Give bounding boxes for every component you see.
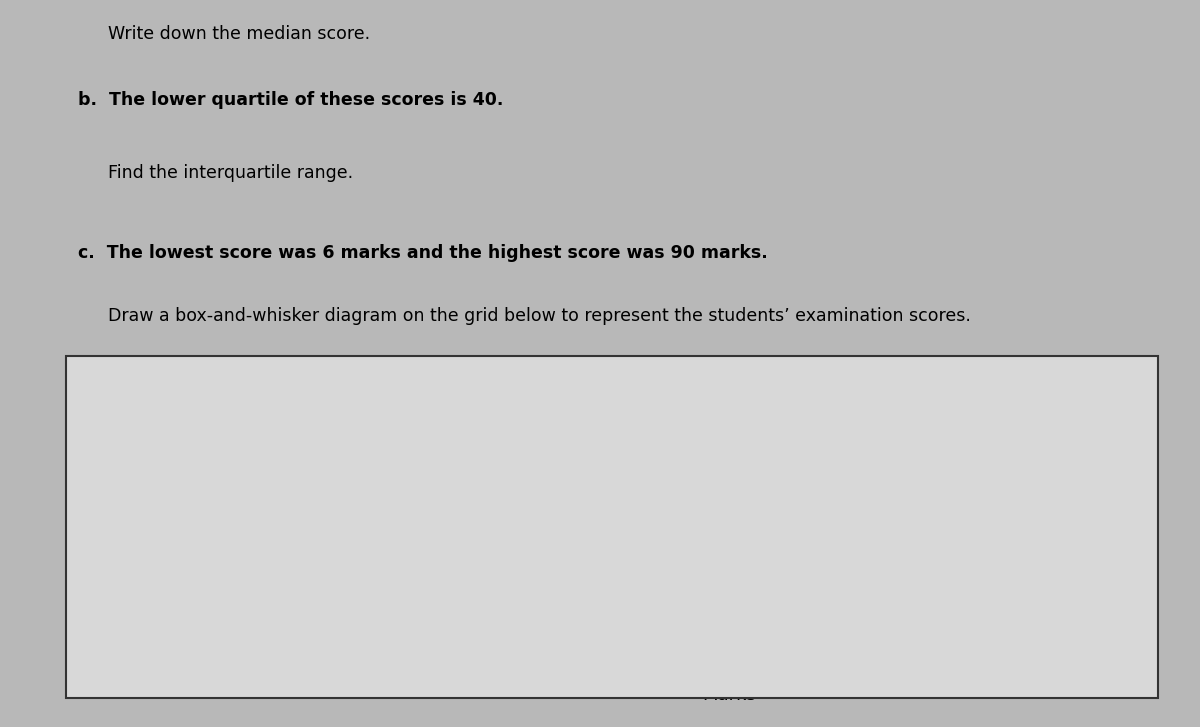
X-axis label: Marks: Marks <box>702 686 756 704</box>
Bar <box>66 356 1158 698</box>
Text: Find the interquartile range.: Find the interquartile range. <box>108 164 353 182</box>
Text: c.  The lowest score was 6 marks and the highest score was 90 marks.: c. The lowest score was 6 marks and the … <box>78 244 768 262</box>
Text: b.  The lower quartile of these scores is 40.: b. The lower quartile of these scores is… <box>78 91 503 109</box>
Text: Write down the median score.: Write down the median score. <box>108 25 370 44</box>
Text: Draw a box-and-whisker diagram on the grid below to represent the students’ exam: Draw a box-and-whisker diagram on the gr… <box>108 307 971 325</box>
